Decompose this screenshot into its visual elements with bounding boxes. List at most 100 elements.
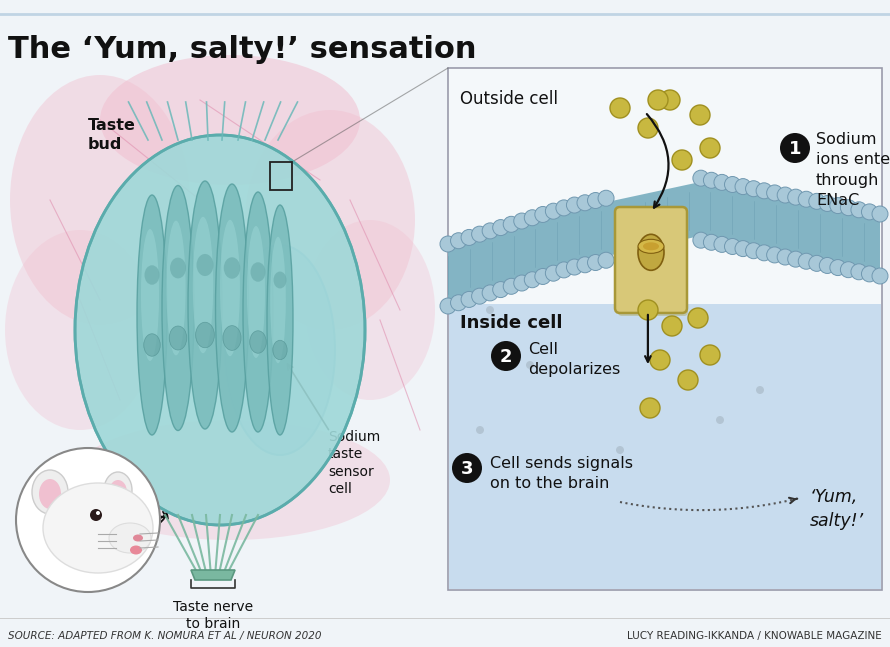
Ellipse shape [188, 181, 222, 429]
Text: Inside cell: Inside cell [460, 314, 562, 332]
Circle shape [482, 285, 498, 301]
Circle shape [820, 195, 836, 212]
Circle shape [735, 179, 751, 195]
Circle shape [766, 185, 782, 201]
Circle shape [693, 170, 708, 186]
Circle shape [577, 257, 593, 273]
Ellipse shape [273, 272, 287, 289]
Circle shape [756, 245, 773, 261]
Ellipse shape [223, 258, 240, 279]
Circle shape [829, 259, 845, 276]
Circle shape [650, 350, 670, 370]
Circle shape [714, 175, 730, 190]
Text: The ‘Yum, salty!’ sensation: The ‘Yum, salty!’ sensation [8, 36, 476, 65]
Circle shape [672, 150, 692, 170]
Circle shape [587, 254, 603, 270]
Ellipse shape [250, 262, 265, 281]
Ellipse shape [197, 254, 214, 276]
Ellipse shape [141, 229, 159, 361]
Ellipse shape [137, 195, 167, 435]
Circle shape [90, 509, 102, 521]
Circle shape [716, 416, 724, 424]
Circle shape [640, 398, 660, 418]
Circle shape [862, 204, 878, 220]
Circle shape [851, 202, 867, 218]
Circle shape [809, 193, 825, 210]
Text: Outside cell: Outside cell [460, 90, 558, 108]
Ellipse shape [220, 220, 240, 356]
Circle shape [678, 370, 698, 390]
Circle shape [450, 295, 466, 311]
Circle shape [777, 187, 793, 203]
Ellipse shape [130, 545, 142, 554]
Text: 1: 1 [789, 140, 801, 158]
Circle shape [472, 226, 488, 242]
Ellipse shape [43, 483, 153, 573]
Circle shape [638, 300, 658, 320]
Circle shape [700, 345, 720, 365]
Bar [448, 68, 882, 590]
Circle shape [648, 90, 668, 110]
Bar [449, 304, 881, 589]
Ellipse shape [247, 226, 265, 358]
Polygon shape [448, 182, 880, 302]
Circle shape [788, 189, 804, 205]
FancyBboxPatch shape [615, 207, 687, 313]
Circle shape [472, 288, 488, 304]
Circle shape [688, 308, 708, 328]
Circle shape [535, 206, 551, 223]
Circle shape [566, 197, 582, 213]
Circle shape [577, 195, 593, 211]
Ellipse shape [109, 480, 127, 504]
Ellipse shape [104, 472, 132, 508]
Circle shape [840, 261, 856, 278]
Circle shape [616, 446, 624, 454]
Circle shape [788, 251, 804, 267]
Circle shape [566, 259, 582, 275]
Circle shape [703, 172, 719, 188]
Text: Sodium
ions enter
through
ENaC: Sodium ions enter through ENaC [816, 132, 890, 208]
Circle shape [638, 118, 658, 138]
Ellipse shape [222, 325, 241, 351]
Circle shape [524, 272, 540, 288]
Circle shape [798, 192, 814, 207]
Circle shape [514, 275, 530, 291]
Text: Cell
depolarizes: Cell depolarizes [528, 342, 620, 377]
Ellipse shape [169, 326, 187, 350]
Ellipse shape [225, 245, 335, 455]
Circle shape [556, 200, 572, 216]
Circle shape [746, 243, 762, 259]
Ellipse shape [245, 110, 415, 330]
Circle shape [598, 190, 614, 206]
Circle shape [524, 210, 540, 226]
Circle shape [535, 269, 551, 285]
Ellipse shape [32, 470, 68, 514]
Circle shape [872, 268, 888, 284]
Circle shape [735, 241, 751, 257]
Ellipse shape [144, 334, 160, 356]
Ellipse shape [638, 239, 664, 254]
Text: SOURCE: ADAPTED FROM K. NOMURA ET AL / NEURON 2020: SOURCE: ADAPTED FROM K. NOMURA ET AL / N… [8, 631, 321, 641]
Text: 3: 3 [461, 460, 473, 478]
Circle shape [546, 265, 562, 281]
Ellipse shape [5, 230, 155, 430]
Circle shape [780, 133, 810, 163]
Circle shape [96, 511, 100, 515]
Ellipse shape [215, 184, 248, 432]
Circle shape [440, 298, 456, 314]
Circle shape [829, 197, 845, 214]
Bar [449, 69, 881, 304]
Ellipse shape [39, 479, 61, 509]
Circle shape [756, 183, 773, 199]
Circle shape [724, 239, 740, 254]
Ellipse shape [267, 205, 293, 435]
Polygon shape [191, 570, 235, 580]
Ellipse shape [196, 322, 214, 347]
Circle shape [514, 213, 530, 229]
Circle shape [503, 216, 519, 232]
Ellipse shape [70, 420, 390, 540]
Circle shape [16, 448, 160, 592]
Ellipse shape [273, 340, 287, 360]
Ellipse shape [271, 237, 286, 363]
Circle shape [809, 256, 825, 271]
